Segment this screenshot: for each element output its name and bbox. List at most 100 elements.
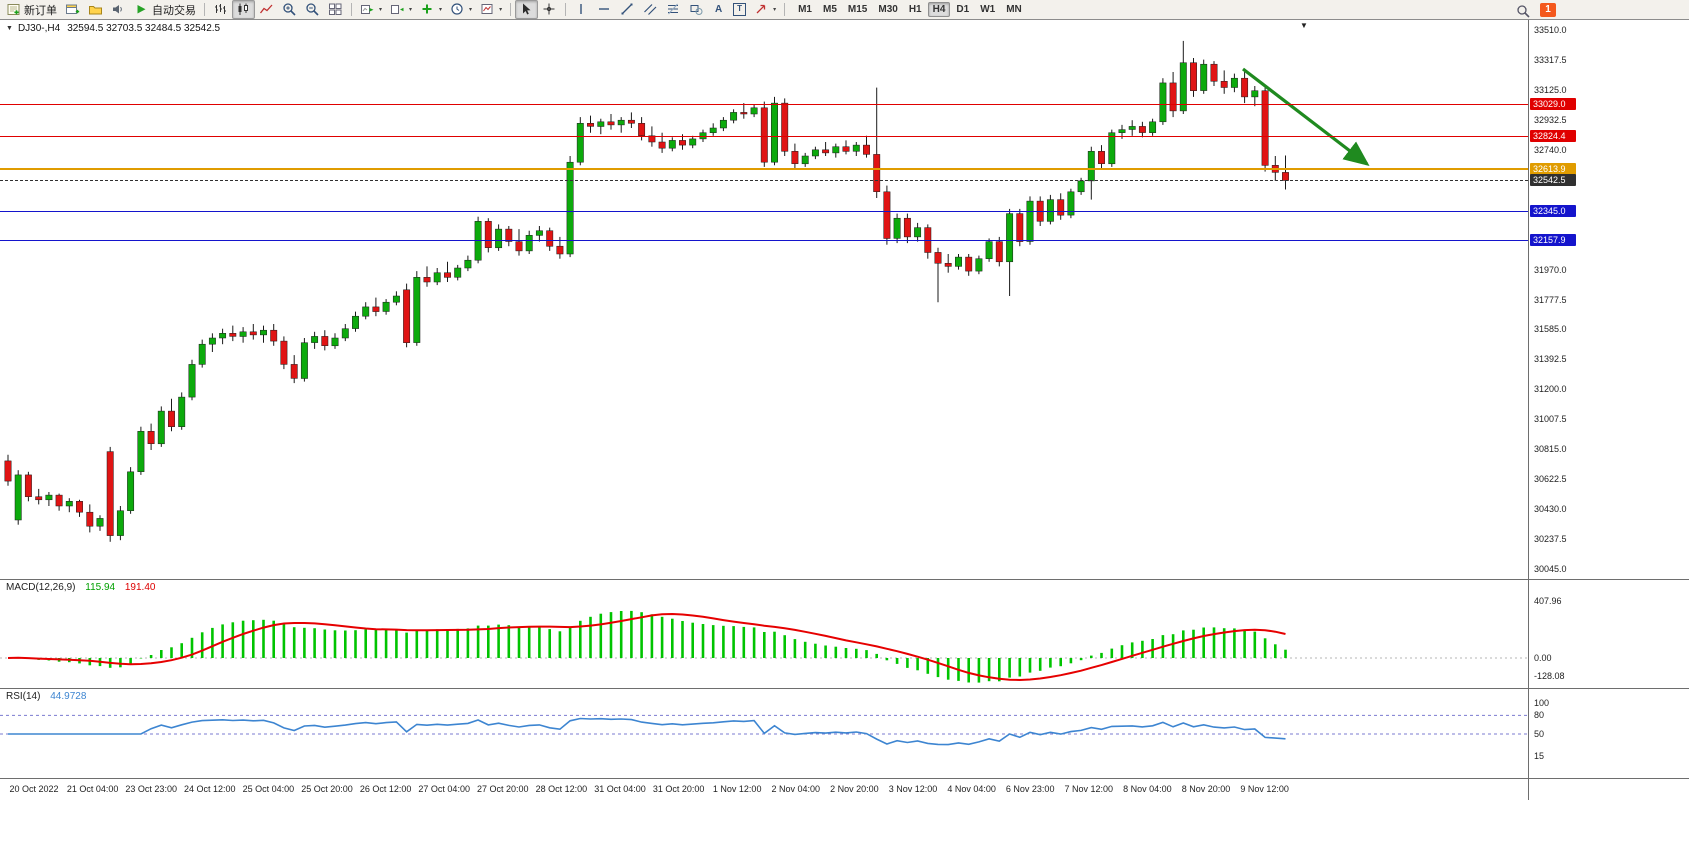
candle-body (1016, 213, 1024, 242)
tile-windows-button[interactable] (324, 0, 347, 19)
candle-body (781, 102, 789, 152)
support-line-32345.0[interactable] (0, 210, 1528, 212)
timeframe-button-h4[interactable]: H4 (927, 2, 951, 17)
panel-splitter[interactable] (0, 579, 1689, 580)
time-label: 8 Nov 20:00 (1181, 784, 1231, 794)
template-icon (481, 4, 493, 14)
notification-badge[interactable]: 1 (1540, 3, 1556, 17)
candlesticks-button[interactable] (232, 0, 255, 19)
candle-body (1057, 199, 1065, 216)
panel-splitter[interactable] (0, 778, 1689, 779)
zoom-in-button[interactable] (278, 0, 301, 19)
trendline-button[interactable] (616, 0, 639, 19)
resistance-line-33029.0[interactable] (0, 104, 1528, 106)
candle-body (208, 337, 216, 345)
main-chart-panel[interactable]: ▼ DJ30-,H4 32594.5 32703.5 32484.5 32542… (0, 20, 1528, 579)
line-chart-button[interactable] (255, 0, 278, 19)
new-chart-button[interactable] (61, 0, 84, 19)
candle-body (1026, 200, 1034, 242)
zoom-out-button[interactable] (301, 0, 324, 19)
current-price-line-32542.5[interactable] (0, 180, 1528, 181)
candle-body (219, 333, 227, 339)
shapes-button[interactable] (685, 0, 708, 19)
vertical-line-button[interactable] (570, 0, 593, 19)
rsi-label: RSI(14) 44.9728 (6, 691, 86, 702)
chart-shift-marker[interactable]: ▼ (1300, 21, 1308, 30)
timeframe-button-m30[interactable]: M30 (878, 4, 898, 15)
candle-body (1230, 77, 1238, 88)
timeframe-button-m5[interactable]: M5 (823, 4, 837, 15)
dropdown-caret-icon: ▾ (379, 7, 383, 13)
candle-body (260, 329, 267, 336)
panel-splitter[interactable] (0, 688, 1689, 689)
price-axis[interactable]: 33510.033317.533125.032932.532740.032547… (1528, 20, 1689, 800)
arrows-button[interactable]: ▾ (750, 0, 780, 19)
search-icon (1517, 5, 1530, 18)
candle-body (556, 245, 564, 255)
chart-shift-button[interactable]: ▾ (386, 0, 416, 19)
new-order-button[interactable]: 新订单 (2, 0, 61, 19)
periods-button[interactable]: ▾ (446, 0, 476, 19)
auto-scroll-button[interactable]: ▾ (356, 0, 386, 19)
price-label: 30237.5 (1534, 534, 1567, 545)
cursor-button[interactable] (515, 0, 539, 19)
text-label-icon: T (733, 3, 747, 16)
support-line-32157.9[interactable] (0, 239, 1528, 241)
rsi-panel[interactable]: RSI(14) 44.9728 (0, 689, 1528, 778)
timeframe-button-h1[interactable]: H1 (908, 4, 922, 15)
pivot-line-32613.9[interactable] (0, 168, 1528, 171)
candle-body (730, 112, 738, 121)
candle-body (45, 494, 53, 501)
time-label: 27 Oct 20:00 (477, 784, 529, 794)
candle-body (14, 474, 22, 521)
horizontal-line-button[interactable] (593, 0, 616, 19)
candle-body (382, 301, 390, 312)
timeframe-button-m15[interactable]: M15 (847, 4, 868, 15)
new-chart-icon (66, 4, 80, 14)
timeframe-button-m1[interactable]: M1 (798, 4, 812, 15)
text-label-button[interactable]: T (729, 0, 750, 19)
profiles-button[interactable] (84, 0, 107, 19)
macd-panel[interactable]: MACD(12,26,9) 115.94 191.40 (0, 580, 1528, 688)
chart-title: ▼ DJ30-,H4 32594.5 32703.5 32484.5 32542… (6, 23, 220, 34)
collapse-icon[interactable]: ▼ (6, 25, 13, 32)
search-button[interactable] (1512, 2, 1535, 21)
dropdown-caret-icon: ▾ (409, 7, 413, 13)
templates-button[interactable]: ▾ (476, 0, 506, 19)
timeframe-button-mn[interactable]: MN (1006, 4, 1022, 15)
candle-body (65, 501, 73, 507)
price-badge-32345.0: 32345.0 (1530, 204, 1576, 217)
chart-window: ▼ DJ30-,H4 32594.5 32703.5 32484.5 32542… (0, 20, 1689, 800)
candle-body (239, 331, 247, 337)
rsi-plot (0, 714, 1528, 746)
time-axis[interactable]: 20 Oct 2022 21 Oct 04:00 23 Oct 23:00 24 Oc… (0, 779, 1528, 800)
crosshair-button[interactable] (538, 0, 561, 19)
cursor-icon (523, 3, 531, 15)
fibonacci-button[interactable] (662, 0, 685, 19)
channel-button[interactable] (639, 0, 662, 19)
text-button[interactable]: A (708, 0, 729, 19)
candle-body (679, 140, 686, 146)
time-label: 31 Oct 04:00 (594, 784, 646, 794)
candle-body (822, 149, 830, 154)
speaker-icon (113, 5, 122, 14)
dropdown-caret-icon: ▾ (499, 7, 503, 13)
price-label: 30815.0 (1534, 444, 1567, 455)
resistance-line-32824.4[interactable] (0, 136, 1528, 138)
candle-body (1067, 191, 1075, 216)
candle-body (229, 333, 237, 337)
candle-body (96, 518, 104, 527)
candle-body (995, 241, 1003, 263)
candle-body (372, 306, 380, 312)
timeframe-button-w1[interactable]: W1 (980, 4, 996, 15)
auto-trading-button[interactable]: 自动交易 (130, 0, 200, 19)
price-badge-32824.4: 32824.4 (1530, 130, 1576, 143)
ohlc-bars-button[interactable] (209, 0, 232, 19)
alerts-button[interactable] (107, 0, 130, 19)
candle-body (627, 119, 635, 124)
indicators-button[interactable]: ▾ (416, 0, 446, 19)
timeframe-button-d1[interactable]: D1 (956, 4, 970, 15)
macd-name: MACD(12,26,9) (6, 582, 76, 593)
trend-arrow[interactable] (1242, 67, 1370, 166)
candle-body (1251, 90, 1259, 98)
